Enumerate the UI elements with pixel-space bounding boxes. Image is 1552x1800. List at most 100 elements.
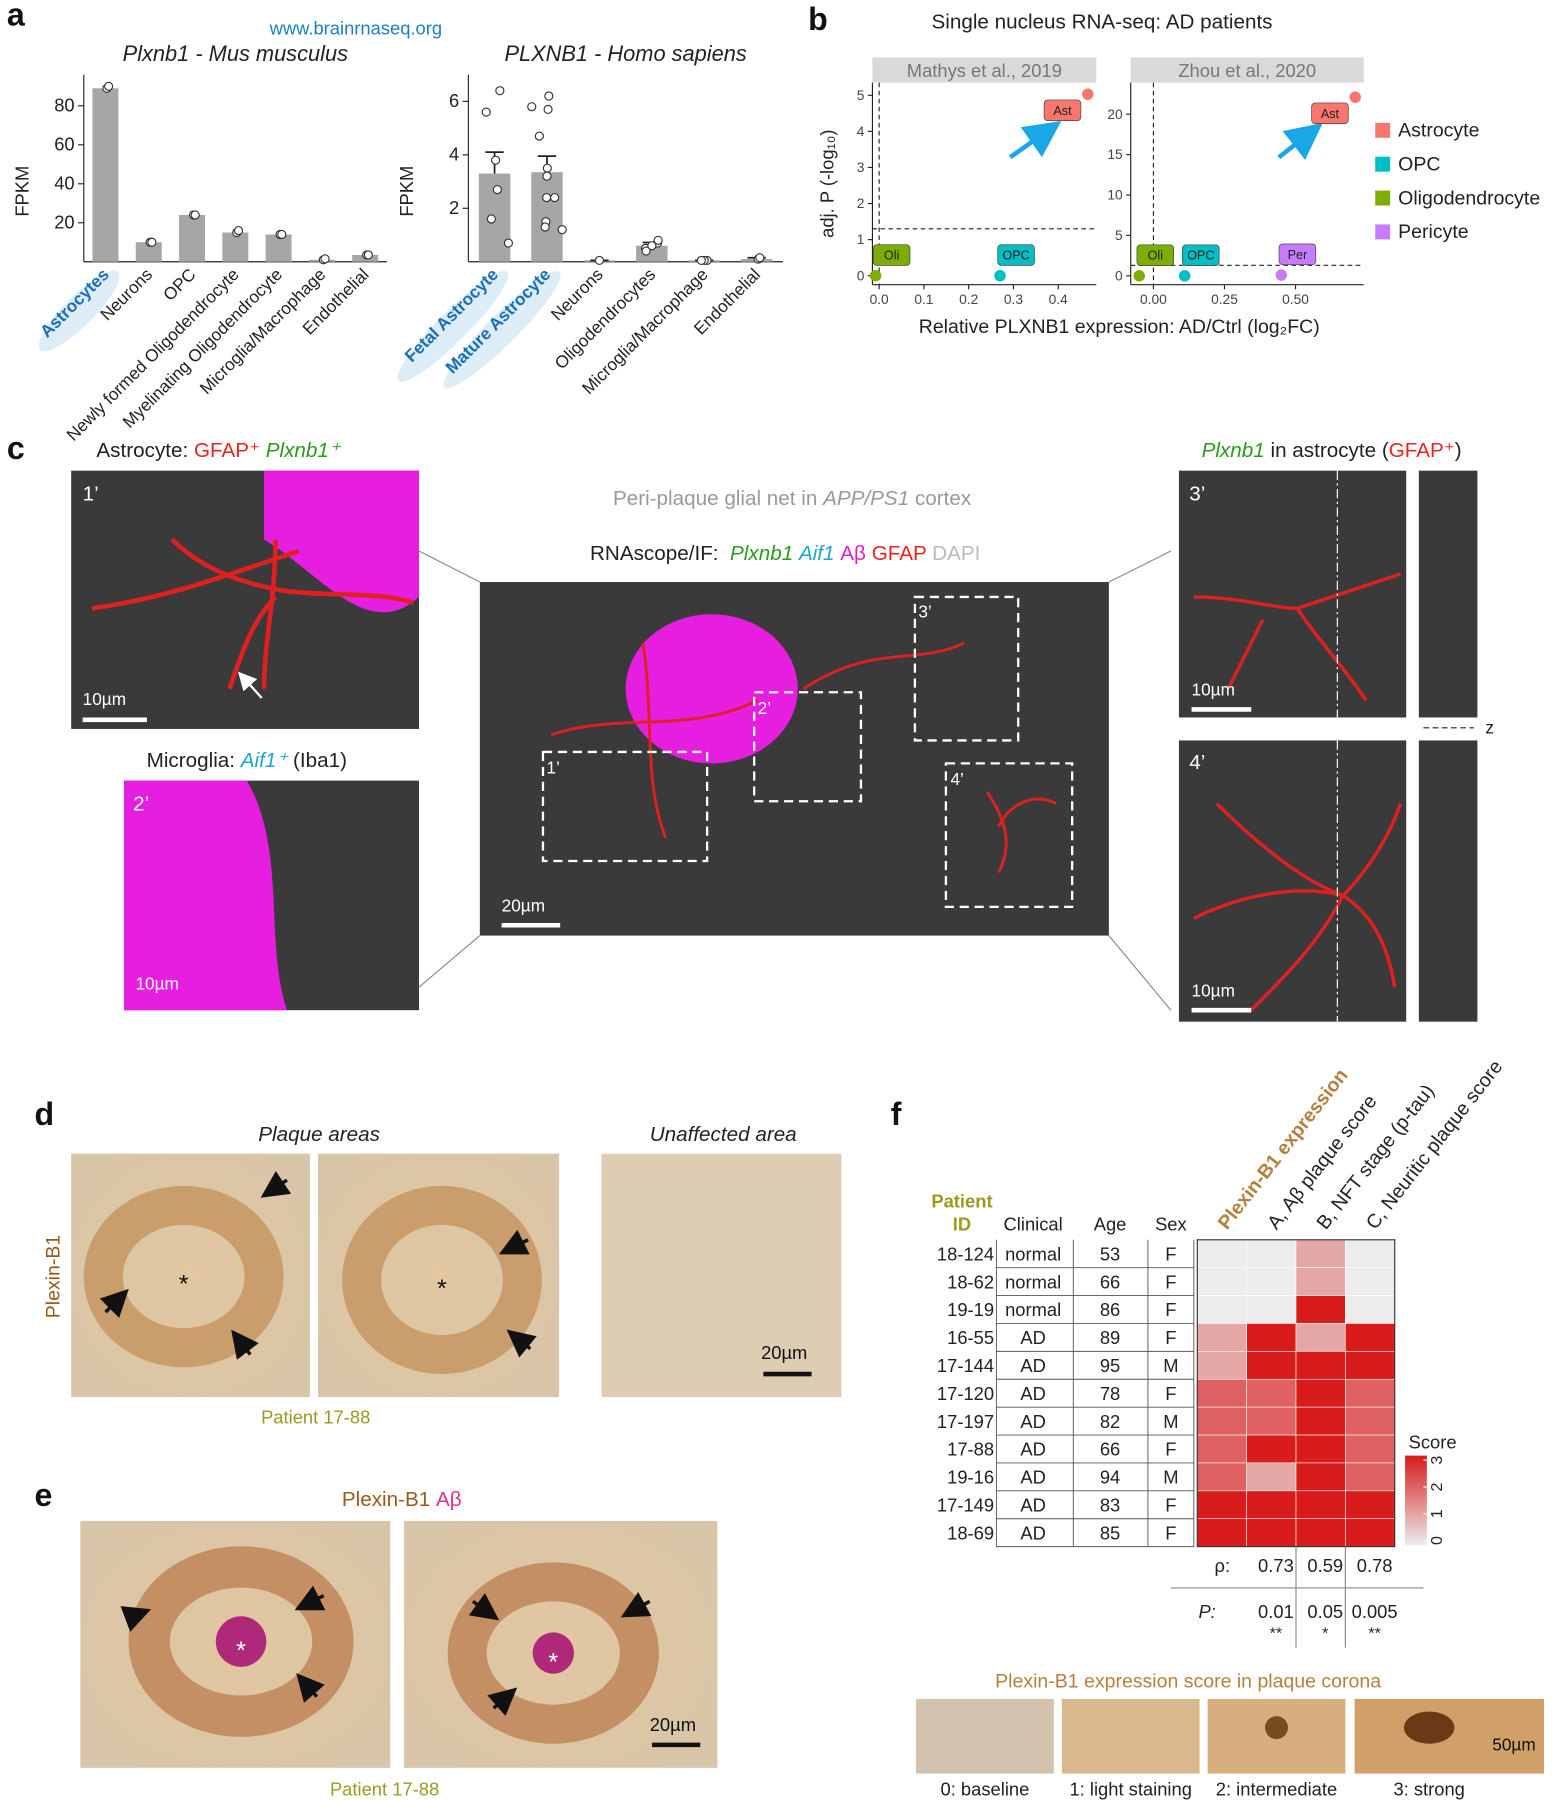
micrograph: [601, 1153, 842, 1398]
histology: [71, 1153, 1544, 1774]
heat-cell: [1197, 1295, 1247, 1324]
stain-legend: RNAscope/IF: Plxnb1 Aif1 Aβ GFAP DAPI: [590, 542, 980, 565]
table-cell: 66: [1100, 1271, 1120, 1292]
heat-cell: [1246, 1490, 1297, 1520]
image-title: Plexin-B1 Aβ: [342, 1488, 462, 1511]
heat-cell: [1246, 1323, 1297, 1352]
y-tick-label: 10: [1107, 188, 1123, 203]
table-cell: AD: [1020, 1495, 1046, 1516]
y-tick-label: 0: [1115, 268, 1123, 283]
table-cell: F: [1165, 1439, 1176, 1460]
table-cell: F: [1165, 1522, 1176, 1543]
y-tick-label: 1: [857, 232, 865, 247]
scale-label: 20µm: [650, 1714, 696, 1735]
scale-label: 20µm: [502, 895, 545, 915]
data-point: [755, 253, 765, 263]
text: Plxnb1: [730, 542, 799, 565]
heat-cell: [1197, 1434, 1247, 1464]
arrow: [506, 1329, 537, 1358]
row-label: 18-62: [947, 1271, 994, 1292]
heat-cell: [1246, 1378, 1297, 1408]
scale-label: 50µm: [1492, 1735, 1535, 1755]
table-cell: AD: [1020, 1383, 1046, 1404]
data-point: [557, 225, 567, 235]
table-cell: AD: [1020, 1355, 1046, 1376]
text: cortex: [909, 487, 972, 510]
arrow: [260, 1170, 292, 1198]
table-cell: F: [1165, 1327, 1176, 1348]
box-label: 3’: [918, 602, 931, 622]
table-cell: M: [1163, 1467, 1178, 1488]
heat-cell: [1345, 1323, 1396, 1352]
point-label-box: [872, 244, 911, 266]
patient-label: Patient 17-88: [330, 1778, 439, 1799]
data-point: [1275, 269, 1288, 281]
text: APP/PS1: [821, 487, 909, 510]
table-cell: F: [1165, 1299, 1176, 1320]
inset-label: 1’: [83, 483, 99, 506]
y-tick-label: 80: [54, 95, 74, 116]
inset-box: [541, 750, 709, 863]
heat-cell: [1295, 1406, 1346, 1436]
row-label: 18-69: [947, 1522, 994, 1543]
data-point: [647, 241, 657, 251]
scale-label: 10µm: [1192, 680, 1235, 700]
heat-cell: [1295, 1295, 1346, 1324]
text: Aβ: [840, 542, 871, 565]
colorbar-tick-label: 2: [1428, 1482, 1446, 1491]
heat-cell: [1295, 1434, 1346, 1464]
table-cell: M: [1163, 1411, 1178, 1432]
data-point: [869, 269, 882, 282]
data-point: [320, 254, 330, 264]
y-tick-label: 2: [857, 196, 865, 211]
text: Aif1: [797, 542, 840, 565]
y-label: adj. P (-log₁₀): [816, 130, 837, 238]
source-link: www.brainrnaseq.org: [269, 17, 442, 38]
chart-title: PLXNB1 - Homo sapiens: [504, 41, 746, 66]
p-value: 0.005: [1352, 1601, 1398, 1622]
arrow: [294, 1585, 326, 1611]
inset-label: 3’: [1189, 483, 1205, 506]
table-cell: 85: [1100, 1522, 1120, 1543]
y-tick-label: 15: [1107, 147, 1123, 162]
table-cell: 86: [1100, 1299, 1120, 1320]
data-point: [1133, 270, 1145, 282]
legend-label: Astrocyte: [1398, 120, 1479, 142]
astrocyte: [550, 641, 1057, 874]
row-label: 18-124: [937, 1243, 994, 1264]
inset-label: 4’: [1189, 751, 1205, 774]
axis-label: z: [1485, 718, 1494, 738]
heat-cell: [1295, 1462, 1346, 1492]
bar: [531, 172, 563, 262]
panel-label: f: [891, 1096, 902, 1132]
heat-cell: [1197, 1462, 1247, 1492]
plaque-core: [1403, 1711, 1455, 1744]
heat-cell: [1197, 1406, 1247, 1436]
scale-label: 20µm: [761, 1342, 807, 1363]
data-point: [653, 235, 663, 245]
data-point: [550, 193, 560, 203]
data-point: [492, 184, 502, 195]
facet-title: Zhou et al., 2020: [1178, 60, 1316, 81]
legend-label: Pericyte: [1398, 221, 1468, 243]
table-cell: normal: [1005, 1299, 1061, 1320]
micrograph: [1418, 740, 1478, 1022]
row-label: 17-197: [937, 1411, 994, 1432]
y-tick-label: 3: [857, 160, 865, 175]
table-header: Patient: [931, 1191, 992, 1212]
x-tick-label: 0.50: [1282, 292, 1309, 307]
scale-label: 10µm: [83, 689, 126, 709]
plaque-corona: [447, 1562, 659, 1744]
row-label: 17-149: [937, 1495, 994, 1516]
data-point: [1349, 91, 1361, 103]
data-point: [190, 210, 200, 220]
legend-swatch: [1375, 122, 1391, 138]
heat-cell: [1246, 1406, 1297, 1436]
facet-strip: [1130, 57, 1364, 83]
bar: [92, 88, 119, 262]
label-highlight: [443, 271, 561, 388]
significance: **: [1270, 1624, 1283, 1642]
point-label-box: [1311, 102, 1349, 124]
x-tick-label: 0.0: [870, 292, 889, 307]
bar: [179, 214, 206, 262]
